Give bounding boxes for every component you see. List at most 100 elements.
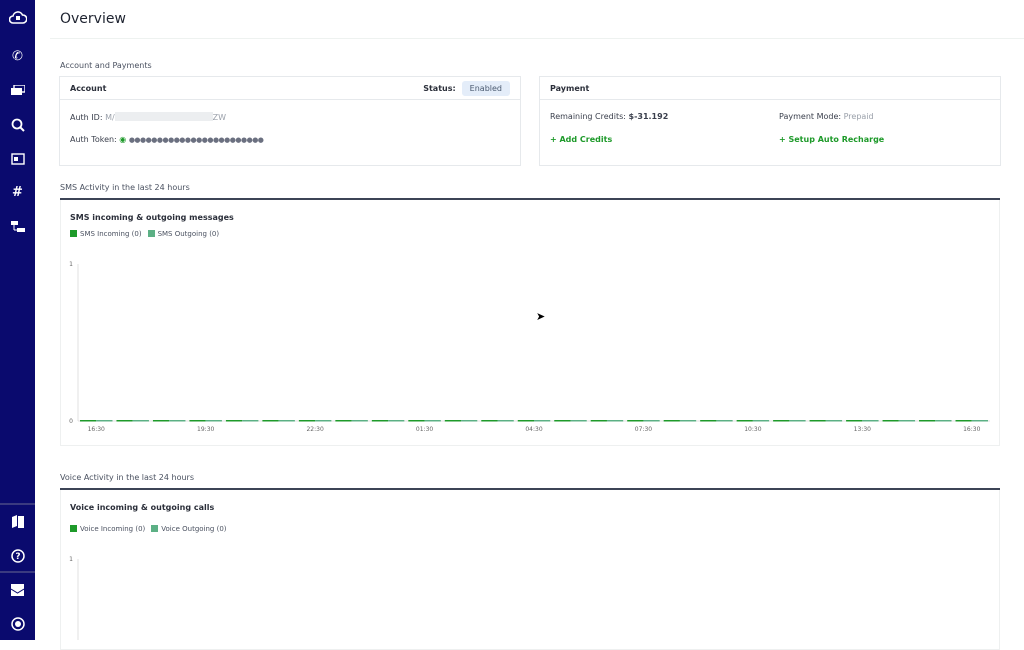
hash-icon[interactable]: # — [12, 185, 23, 200]
bar-sms-outgoing — [315, 420, 332, 422]
y-tick-label: 1 — [69, 556, 73, 563]
auth-id-label: Auth ID: — [70, 113, 103, 122]
bar-sms-outgoing — [789, 420, 806, 422]
bar-sms-outgoing — [461, 420, 478, 422]
bar-sms-incoming — [298, 420, 316, 422]
x-tick-label: 10:30 — [744, 426, 761, 433]
help-icon[interactable]: ? — [8, 546, 27, 565]
voice-chart-title: Voice incoming & outgoing calls — [70, 503, 215, 512]
payment-mode-label: Payment Mode: — [779, 112, 842, 121]
page-title: Overview — [60, 11, 126, 27]
book-icon[interactable] — [8, 512, 27, 531]
bar-sms-outgoing — [716, 420, 733, 422]
search-icon[interactable] — [8, 115, 27, 134]
bar-sms-incoming — [627, 420, 644, 422]
bar-sms-outgoing — [424, 420, 441, 422]
bar-sms-incoming — [882, 420, 899, 422]
x-tick-label: 22:30 — [306, 426, 323, 433]
bar-sms-incoming — [554, 420, 571, 422]
bar-sms-outgoing — [679, 420, 697, 422]
bar-sms-outgoing — [278, 420, 295, 422]
legend-sms-outgoing[interactable]: SMS Outgoing (0) — [147, 230, 219, 238]
bar-sms-incoming — [481, 420, 498, 422]
bar-sms-outgoing — [898, 420, 916, 422]
bar-sms-incoming — [335, 420, 352, 422]
voice-section-heading: Voice Activity in the last 24 hours — [60, 473, 194, 482]
bar-sms-incoming — [955, 420, 972, 422]
bar-sms-incoming — [809, 420, 826, 422]
phone-icon[interactable]: ✆ — [12, 49, 23, 64]
status-label: Status: — [423, 83, 456, 93]
y-tick-label: 0 — [69, 418, 73, 425]
bar-sms-incoming — [116, 420, 133, 422]
bar-sms-incoming — [444, 420, 462, 422]
flow-icon[interactable] — [8, 217, 27, 236]
legend-voice-outgoing[interactable]: Voice Outgoing (0) — [151, 525, 227, 533]
section-divider — [60, 488, 1000, 490]
x-tick-label: 16:30 — [963, 426, 980, 433]
inbox-icon[interactable] — [8, 580, 27, 599]
bar-sms-outgoing — [132, 420, 149, 422]
legend-voice-incoming[interactable]: Voice Incoming (0) — [70, 525, 145, 533]
bar-sms-outgoing — [534, 420, 551, 422]
legend-sms-incoming[interactable]: SMS Incoming (0) — [70, 230, 142, 238]
mouse-cursor: ➤ — [536, 310, 546, 323]
setup-auto-recharge-link[interactable]: + Setup Auto Recharge — [779, 135, 885, 144]
bar-sms-outgoing — [388, 420, 405, 422]
section-heading: Account and Payments — [60, 61, 152, 70]
x-tick-label: 19:30 — [197, 426, 214, 433]
credits-value: $-31.192 — [628, 112, 669, 121]
sms-section-heading: SMS Activity in the last 24 hours — [60, 183, 190, 192]
credits-label: Remaining Credits: — [550, 112, 626, 121]
auth-id-start: M/ — [105, 113, 115, 122]
bar-sms-incoming — [846, 420, 863, 422]
bar-sms-outgoing — [497, 420, 514, 422]
bar-sms-incoming — [262, 420, 279, 422]
divider — [50, 38, 1024, 39]
bar-sms-outgoing — [825, 420, 843, 422]
bar-sms-incoming — [371, 420, 389, 422]
bar-sms-incoming — [189, 420, 206, 422]
sms-legend: SMS Incoming (0) SMS Outgoing (0) — [70, 230, 219, 238]
bar-sms-incoming — [700, 420, 717, 422]
account-card: Account Status: Enabled Auth ID: M/ZW Aut… — [59, 76, 521, 166]
sms-chart-title: SMS incoming & outgoing messages — [70, 213, 234, 222]
bar-sms-incoming — [408, 420, 425, 422]
bar-sms-incoming — [773, 420, 790, 422]
account-title: Account — [70, 83, 107, 93]
bar-sms-incoming — [225, 420, 243, 422]
messages-icon[interactable] — [8, 81, 27, 100]
bar-sms-outgoing — [971, 420, 988, 422]
sms-chart-card — [60, 200, 1000, 446]
voice-chart: 1 — [69, 556, 79, 640]
bar-sms-incoming — [919, 420, 936, 422]
section-divider — [60, 198, 1000, 200]
payment-mode-value: Prepaid — [843, 112, 874, 121]
bar-sms-outgoing — [862, 420, 879, 422]
bar-sms-incoming — [517, 420, 534, 422]
profile-icon[interactable] — [8, 614, 27, 633]
auth-token-value: ●●●●●●●●●●●●●●●●●●●●●●●● — [128, 136, 264, 144]
bar-sms-outgoing — [752, 420, 770, 422]
add-credits-link[interactable]: + Add Credits — [550, 135, 613, 144]
bar-sms-incoming — [80, 420, 97, 422]
bar-sms-outgoing — [205, 420, 222, 422]
bar-sms-outgoing — [169, 420, 186, 422]
payment-card: Payment Remaining Credits: $-31.192 Paym… — [539, 76, 1001, 166]
auth-id-redacted — [114, 112, 213, 121]
id-card-icon[interactable] — [8, 149, 27, 168]
bar-sms-outgoing — [935, 420, 952, 422]
svg-text:?: ? — [15, 552, 20, 562]
sidebar-divider — [0, 503, 35, 505]
y-tick-label: 1 — [69, 261, 73, 268]
bar-sms-outgoing — [643, 420, 660, 422]
cloud-grid-icon[interactable] — [8, 7, 27, 26]
x-tick-label: 16:30 — [88, 426, 105, 433]
bar-sms-incoming — [152, 420, 170, 422]
bar-sms-outgoing — [242, 420, 259, 422]
x-tick-label: 13:30 — [854, 426, 871, 433]
bar-sms-incoming — [590, 420, 607, 422]
auth-token-label: Auth Token: — [70, 135, 117, 144]
status-badge: Enabled — [461, 80, 510, 96]
eye-icon[interactable]: ◉ — [119, 135, 127, 144]
